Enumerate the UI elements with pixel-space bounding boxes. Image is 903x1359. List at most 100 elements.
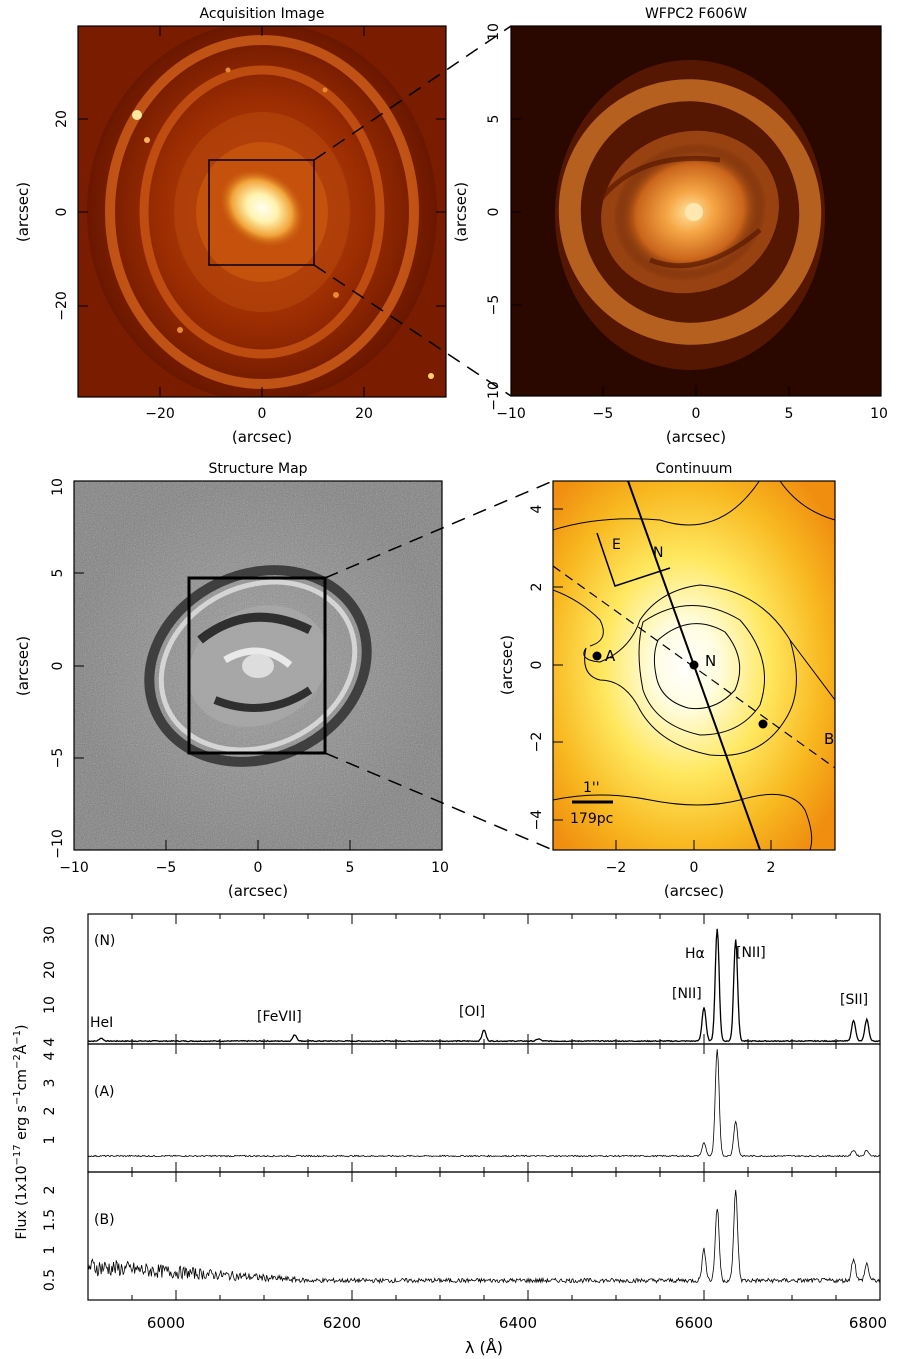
wfpc2-title: WFPC2 F606W (645, 6, 747, 22)
structure-xtick: −5 (156, 860, 177, 876)
spectra-ytick-a: 3 (42, 1079, 58, 1088)
acquisition-title: Acquisition Image (200, 6, 325, 22)
scale-angular-label: 1'' (583, 780, 600, 796)
spectra-ticks (131, 914, 881, 1300)
wfpc2-ytick: 10 (486, 23, 502, 41)
spectra-ytick-a: 4 (42, 1051, 58, 1060)
spectra-xtick: 6600 (675, 1314, 713, 1332)
structure-image (74, 481, 442, 850)
spectra-xtick: 6000 (147, 1314, 185, 1332)
continuum-ytick: −2 (529, 732, 545, 753)
spectrum-line-a (87, 1049, 881, 1158)
structure-xlabel: (arcsec) (228, 882, 288, 900)
wfpc2-xtick: −5 (593, 406, 614, 422)
spectra-ytick-n: 30 (42, 926, 58, 944)
continuum-title: Continuum (656, 461, 733, 477)
point-a-label: A (605, 647, 616, 665)
continuum-ticks (553, 508, 772, 850)
continuum-ytick: −4 (529, 810, 545, 831)
acquisition-ticks (78, 26, 446, 397)
spectrum-line-b (87, 1189, 881, 1285)
spectra-ylabel: Flux (1x10−17 erg s−1cm−2Å−1) (12, 1025, 30, 1240)
wfpc2-xlabel: (arcsec) (666, 428, 726, 446)
acquisition-zoom-box (208, 159, 315, 266)
acquisition-xtick: 0 (258, 406, 267, 422)
zoom-line (313, 264, 512, 397)
spectra-xtick: 6400 (499, 1314, 537, 1332)
wfpc2-panel: WFPC2 F606W −10 −5 0 5 10 10 5 0 −5 −10 … (452, 6, 888, 446)
zoom-line (313, 25, 512, 161)
compass-e-label: E (612, 537, 621, 553)
acquisition-ytick: 0 (54, 208, 70, 217)
structure-title: Structure Map (208, 461, 307, 477)
spectrum-label-b: (B) (94, 1212, 115, 1228)
spectra-ytick-n: 10 (42, 996, 58, 1014)
structure-ytick: −10 (50, 829, 66, 859)
line-label-oi: [OI] (459, 1004, 485, 1020)
acquisition-panel: Acquisition Image −20 0 20 (14, 6, 447, 446)
spectra-panel: (N) (A) (B) HeI [FeVII] [OI] [NII] Hα [N… (12, 913, 887, 1357)
spectrum-label-n: (N) (94, 933, 115, 949)
spectra-ytick-n: 20 (42, 961, 58, 979)
spectra-ytick-n: 4 (42, 1037, 58, 1046)
spectra-ytick-a: 2 (42, 1107, 58, 1116)
spectra-xlabel: λ (Å) (465, 1338, 503, 1357)
spectra-xtick: 6800 (849, 1314, 887, 1332)
continuum-xtick: 0 (690, 860, 699, 876)
point-n-marker (689, 660, 699, 670)
line-label-nii-left: [NII] (672, 986, 702, 1002)
wfpc2-xtick: 10 (870, 406, 888, 422)
structure-ticks (74, 572, 351, 850)
acquisition-ylabel: (arcsec) (14, 182, 32, 242)
spectrum-label-a: (A) (94, 1084, 115, 1100)
line-label-halpha: Hα (685, 946, 705, 962)
spectra-xtick: 6200 (323, 1314, 361, 1332)
continuum-xlabel: (arcsec) (664, 882, 724, 900)
continuum-contours (553, 481, 835, 850)
structure-zoom-box (187, 576, 327, 755)
continuum-xtick: −2 (606, 860, 627, 876)
spectra-frame-n (87, 913, 881, 1045)
continuum-ytick: 2 (529, 583, 545, 592)
point-n-label: N (705, 652, 716, 670)
wfpc2-xtick: 5 (785, 406, 794, 422)
wfpc2-ytick: 0 (486, 208, 502, 217)
continuum-xtick: 2 (767, 860, 776, 876)
structure-ytick: 10 (50, 478, 66, 496)
line-label-hei: HeI (90, 1015, 113, 1031)
spectra-ytick-b: 0.5 (42, 1269, 58, 1291)
compass-n-label: N (653, 545, 663, 561)
acquisition-xlabel: (arcsec) (232, 428, 292, 446)
scale-physical-label: 179pc (570, 811, 613, 827)
wfpc2-ytick: −5 (486, 295, 502, 316)
continuum-panel: Continuum E N A (498, 461, 836, 900)
line-label-sii: [SII] (840, 992, 868, 1008)
wfpc2-image (511, 26, 881, 396)
structure-xtick: −10 (59, 860, 89, 876)
structure-ytick: 0 (50, 662, 66, 671)
spectra-frame-a (87, 1043, 881, 1173)
structure-xtick: 10 (431, 860, 449, 876)
wfpc2-ytick: −10 (486, 381, 502, 411)
continuum-ytick: 4 (529, 504, 545, 513)
continuum-ylabel: (arcsec) (498, 635, 516, 695)
acquisition-xtick: 20 (355, 406, 373, 422)
compass (596, 532, 671, 587)
structure-ytick: −5 (50, 748, 66, 769)
wfpc2-xtick: 0 (692, 406, 701, 422)
acquisition-xtick: −20 (145, 406, 175, 422)
structure-panel: Structure Map −10 −5 0 5 10 10 5 0 −5 −1… (14, 461, 449, 900)
zoom-line (324, 752, 554, 851)
spectra-ytick-b: 1.5 (42, 1209, 58, 1231)
point-b-marker (758, 719, 768, 729)
line-label-fevii: [FeVII] (257, 1009, 302, 1025)
wfpc2-ticks (511, 118, 790, 396)
spectra-frame-b (87, 1171, 881, 1301)
line-label-nii-right: [NII] (736, 945, 766, 961)
point-a-marker (592, 651, 602, 661)
zoom-line (324, 480, 554, 579)
wfpc2-ylabel: (arcsec) (452, 182, 470, 242)
point-b-label: B (824, 730, 834, 748)
continuum-ytick: 0 (529, 661, 545, 670)
